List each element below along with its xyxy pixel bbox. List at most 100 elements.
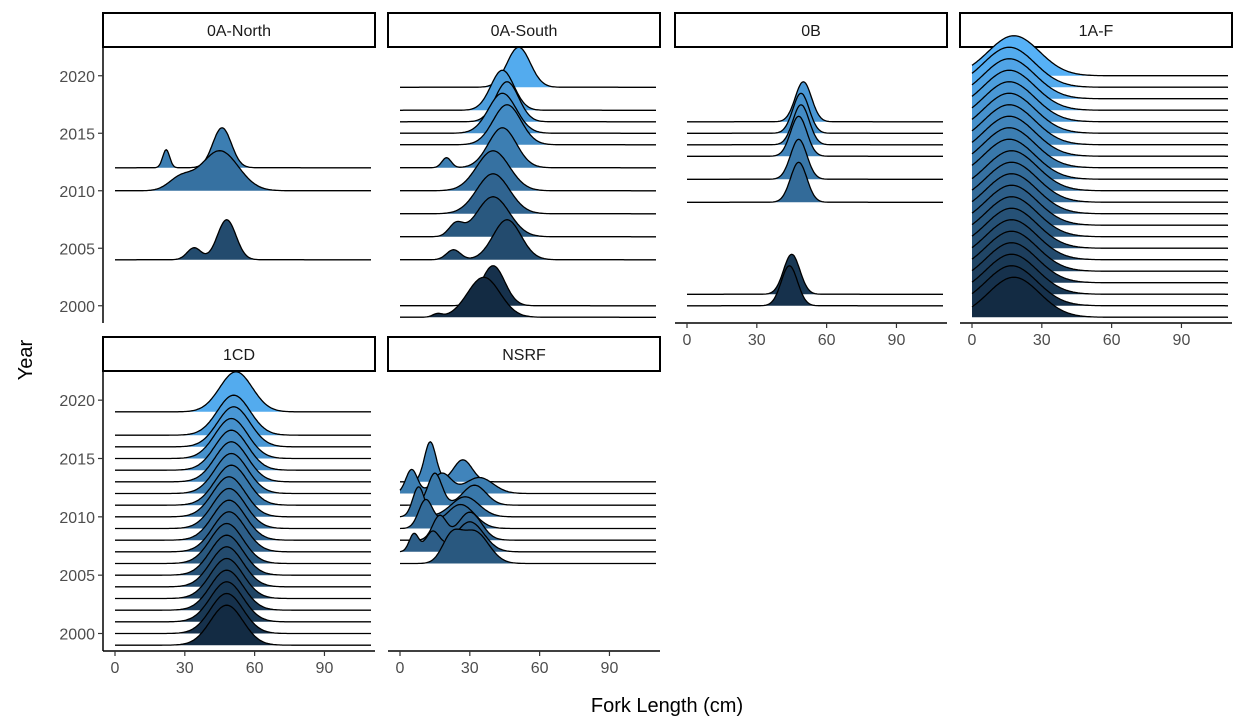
ridge-fill-2006 (115, 523, 371, 564)
ridge-line-2013 (115, 441, 371, 483)
ridge-line-2011 (971, 138, 1228, 180)
ridge-fill-2008 (115, 500, 371, 541)
ridge-line-2013 (687, 115, 943, 157)
panel-1cd: 1CD 2000 2005 2010 2015 2020 0 30 60 90 (59, 336, 376, 677)
ridge-fill-2006 (400, 529, 656, 564)
y-tick-label: 2010 (59, 510, 95, 527)
ridge-fill-2009 (115, 488, 371, 529)
y-tick-label: 2010 (59, 184, 95, 201)
ridge-line-2000 (687, 265, 943, 307)
x-tick-label: 30 (1033, 332, 1051, 349)
ridge-line-2019 (115, 371, 371, 413)
ridge-fill-2012 (115, 127, 371, 168)
panels-layer: 0A-North 2000 2005 2010 2015 2020 0A-South 0B 0 3… (59, 12, 1233, 677)
ridge-line-2009 (971, 161, 1229, 203)
ridge-line-2017 (971, 69, 1229, 111)
ridge-line-2014 (400, 104, 656, 146)
ridge-line-2006 (971, 196, 1229, 238)
ridge-line-2004 (115, 219, 371, 261)
x-tick-label: 30 (748, 332, 766, 349)
x-tick-label: 0 (683, 332, 692, 349)
y-tick-label: 2000 (59, 627, 95, 644)
ridge-line-2005 (971, 207, 1229, 249)
y-tick-label: 2020 (59, 69, 95, 86)
ridge-line-2011 (115, 464, 371, 506)
ridge-line-2001 (115, 581, 371, 623)
strip-0b (674, 12, 948, 48)
ridge-fill-2001 (687, 254, 943, 295)
ridge-line-2003 (971, 230, 1228, 272)
ridge-line-2012 (115, 127, 371, 169)
ridge-line-2020 (971, 35, 1228, 77)
x-tick-label: 90 (1173, 332, 1191, 349)
ridge-line-2007 (115, 511, 371, 553)
ridge-line-2015 (115, 417, 371, 460)
ridge-line-2012 (399, 468, 656, 495)
ridge-line-2000 (971, 265, 1228, 307)
ridge-line-2017 (115, 394, 371, 436)
ridge-line-2012 (971, 127, 1228, 169)
ridge-line-2015 (687, 92, 943, 134)
ridge-fill-1999 (400, 277, 656, 318)
ridge-line-2008 (971, 173, 1229, 215)
ridge-line-2003 (115, 557, 371, 600)
ridge-line-2005 (115, 534, 371, 576)
ridge-line-2014 (687, 104, 943, 146)
y-tick-label: 2015 (59, 452, 95, 469)
x-tick-label: 90 (316, 660, 334, 677)
x-tick-label: 90 (888, 332, 906, 349)
panel-0b: 0B 0 30 60 90 (674, 12, 948, 349)
strip-label: 0A-South (491, 23, 558, 40)
ridge-line-2012 (115, 452, 371, 495)
ridge-line-2006 (400, 528, 656, 565)
ridge-fill-2019 (400, 47, 656, 88)
ridge-line-2014 (971, 104, 1228, 146)
strip-nsrf (387, 336, 661, 372)
ridge-fill-2000 (687, 265, 943, 306)
panel-nsrf: NSRF 0 30 60 90 (387, 336, 661, 677)
ridge-line-2010 (399, 486, 656, 518)
ridge-fill-2000 (400, 265, 656, 306)
y-tick-label: 2015 (59, 126, 95, 143)
y-tick-label: 2000 (59, 299, 95, 316)
ridge-line-2014 (115, 429, 371, 471)
ridge-line-1999 (115, 604, 371, 646)
ridge-line-2016 (115, 406, 371, 448)
ridge-line-2010 (115, 150, 371, 192)
strip-0a-north (102, 12, 376, 48)
ridge-line-2002 (115, 569, 371, 611)
ridge-line-2007 (971, 184, 1229, 226)
strip-label: 1A-F (1079, 23, 1114, 40)
ridge-line-2006 (400, 196, 656, 238)
y-tick-label: 2020 (59, 393, 95, 410)
ridge-fill-2008 (400, 173, 656, 214)
y-axis-title: Year (15, 339, 37, 380)
ridge-line-2004 (971, 219, 1228, 261)
ridge-fill-2016 (687, 81, 943, 122)
ridge-line-2004 (400, 219, 656, 261)
ridge-line-1999 (971, 276, 1229, 318)
ridge-line-2019 (400, 46, 656, 88)
ridge-line-2017 (400, 69, 656, 111)
ridge-fill-2001 (115, 581, 371, 622)
ridge-line-2008 (400, 173, 656, 215)
ridge-fill-2010 (115, 150, 371, 191)
ridge-fill-2002 (115, 570, 371, 611)
ridge-line-1999 (400, 276, 656, 318)
ridge-fill-2000 (115, 593, 371, 634)
strip-label: NSRF (502, 347, 546, 364)
ridge-line-2010 (971, 150, 1229, 192)
panel-0a-north: 0A-North 2000 2005 2010 2015 2020 (59, 12, 376, 323)
ridge-fill-2019 (115, 371, 371, 412)
x-tick-label: 60 (818, 332, 836, 349)
ridge-fill-2006 (400, 196, 656, 237)
ridge-fill-2005 (115, 535, 371, 576)
strip-label: 0A-North (207, 23, 271, 40)
ridge-line-2009 (687, 161, 943, 203)
y-tick-label: 2005 (59, 241, 95, 258)
ridge-line-2007 (399, 521, 656, 553)
ridge-line-2015 (971, 92, 1228, 134)
ridge-fill-2010 (400, 150, 656, 191)
strip-label: 0B (801, 23, 821, 40)
